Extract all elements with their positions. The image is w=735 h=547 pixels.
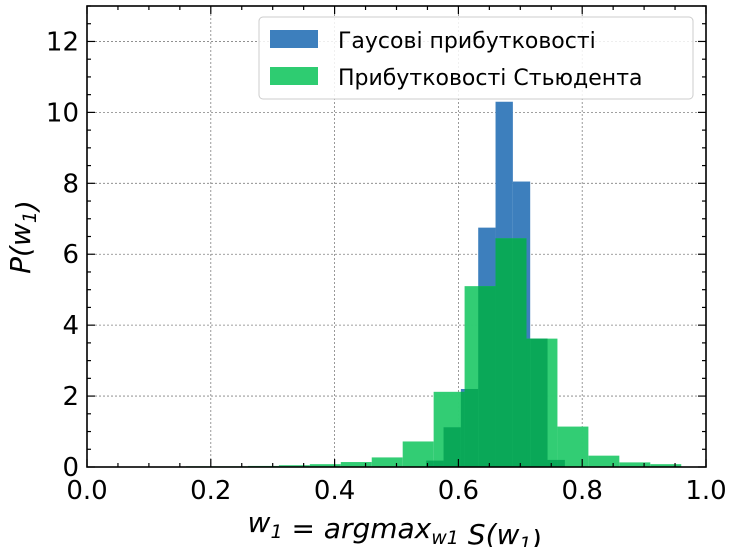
x-tick-label: 1.0: [685, 476, 726, 506]
student-bar: [619, 462, 651, 467]
legend-label-student: Прибутковості Стьюдента: [338, 66, 643, 91]
y-tick-label: 2: [62, 382, 79, 412]
legend-label-gaussian: Гаусові прибутковості: [338, 29, 596, 54]
overlap-bar: [526, 338, 531, 467]
x-axis-label: w1 = argmaxw1 S(w1): [248, 506, 543, 547]
student-bar: [371, 457, 403, 467]
overlap-bar: [464, 388, 479, 467]
overlap-bar: [426, 460, 434, 467]
overlap-bar: [433, 460, 444, 467]
x-tick-label: 0.8: [562, 476, 603, 506]
legend: Гаусові прибутковості Прибутковості Стью…: [258, 16, 694, 100]
legend-box: [258, 16, 694, 100]
legend-swatch-student: [270, 67, 318, 85]
y-tick-label: 12: [46, 27, 79, 57]
x-tick-label: 0.2: [190, 476, 231, 506]
y-tick-label: 10: [46, 98, 79, 128]
overlap-bar: [512, 238, 527, 467]
overlap-bar: [547, 459, 558, 467]
tick-labels: 0.0 0.2 0.4 0.6 0.8 1.0 0 2 4 6 8 10 12: [46, 27, 727, 506]
y-tick-label: 8: [62, 169, 79, 199]
student-bar: [278, 465, 310, 467]
student-bar: [309, 464, 341, 467]
legend-swatch-gaussian: [270, 30, 318, 48]
y-tick-label: 6: [62, 240, 79, 270]
student-bar: [340, 462, 372, 467]
x-tick-label: 0.6: [438, 476, 479, 506]
y-tick-label: 4: [62, 311, 79, 341]
x-tick-label: 0.4: [314, 476, 355, 506]
y-axis-label: P(w1): [4, 200, 43, 274]
x-tick-label: 0.0: [66, 476, 107, 506]
overlap-bar: [530, 338, 548, 467]
student-bar: [588, 455, 620, 467]
plot-frame: [86, 5, 707, 468]
overlap-bar: [557, 459, 565, 467]
y-tick-label: 0: [62, 453, 79, 483]
student-bar: [650, 464, 682, 467]
overlap-bar: [495, 238, 513, 467]
overlap-bar: [460, 391, 465, 467]
overlap-bar: [478, 286, 496, 467]
overlap-bar: [443, 427, 461, 467]
histogram-bars: [186, 101, 682, 468]
